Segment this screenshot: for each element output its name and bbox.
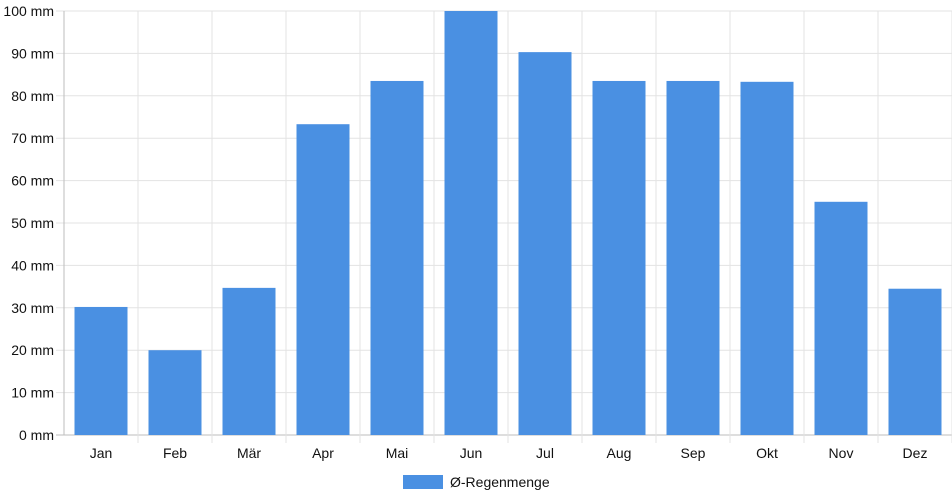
bar-mär[interactable] (222, 287, 276, 435)
bar-jan[interactable] (74, 306, 128, 435)
bar-aug[interactable] (592, 80, 646, 436)
x-tick-label: Sep (681, 445, 706, 461)
bar-okt[interactable] (740, 81, 794, 436)
bar-feb[interactable] (148, 350, 202, 435)
x-tick-label: Jul (536, 445, 554, 461)
x-axis: Jan Feb Mär Apr Mai Jun Jul Aug Sep Okt Nov Dez (90, 445, 928, 461)
y-tick-label: 50 mm (11, 215, 54, 231)
x-tick-label: Nov (829, 445, 854, 461)
y-tick-label: 70 mm (11, 130, 54, 146)
x-tick-label: Apr (312, 445, 334, 461)
x-tick-label: Mär (237, 445, 261, 461)
bar-jul[interactable] (518, 52, 572, 436)
y-tick-label: 100 mm (3, 3, 54, 19)
x-tick-label: Dez (903, 445, 928, 461)
x-tick-label: Jan (90, 445, 113, 461)
legend-swatch[interactable] (403, 475, 443, 489)
bar-sep[interactable] (666, 80, 720, 436)
bar-mai[interactable] (370, 80, 424, 436)
y-tick-label: 10 mm (11, 385, 54, 401)
x-tick-label: Jun (460, 445, 483, 461)
x-tick-label: Mai (386, 445, 409, 461)
y-axis: 0 mm 10 mm 20 mm 30 mm 40 mm 50 mm 60 mm 70 mm 8… (3, 3, 54, 443)
legend[interactable]: Ø-Regenmenge (403, 474, 550, 490)
x-tick-label: Feb (163, 445, 187, 461)
x-tick-label: Aug (607, 445, 632, 461)
legend-label[interactable]: Ø-Regenmenge (450, 474, 550, 490)
bar-apr[interactable] (296, 124, 350, 435)
bar-jun[interactable] (444, 11, 498, 435)
y-tick-label: 0 mm (19, 427, 54, 443)
y-tick-label: 30 mm (11, 300, 54, 316)
bar-series (74, 11, 942, 436)
y-tick-label: 20 mm (11, 342, 54, 358)
y-tick-label: 90 mm (11, 45, 54, 61)
y-tick-label: 40 mm (11, 257, 54, 273)
bar-dez[interactable] (888, 288, 942, 435)
chart-grid (56, 10, 952, 443)
x-tick-label: Okt (756, 445, 778, 461)
y-tick-label: 60 mm (11, 173, 54, 189)
bar-nov[interactable] (814, 201, 868, 435)
y-tick-label: 80 mm (11, 88, 54, 104)
